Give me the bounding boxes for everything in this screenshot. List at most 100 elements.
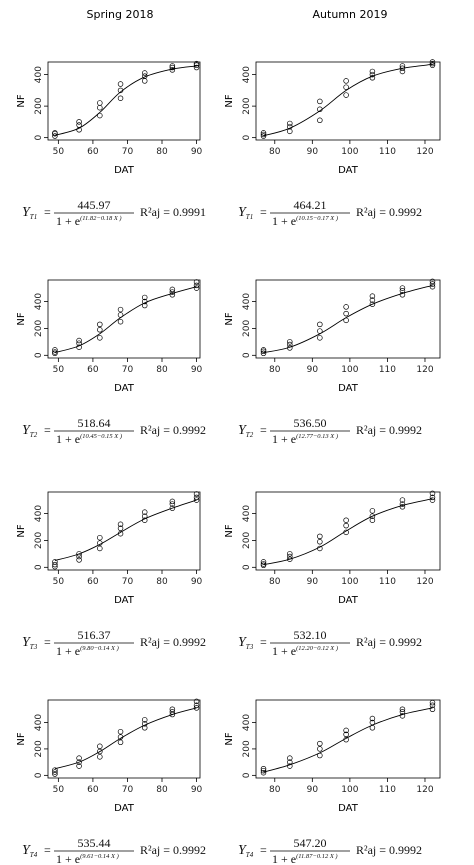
r-squared-value: 0.9992 [389,635,422,649]
data-point [97,743,103,750]
y-tick-label: 400 [34,505,44,522]
data-point [317,321,323,328]
equation-y: Y [238,423,248,438]
data-point [52,559,58,565]
x-axis-label: DAT [338,165,359,176]
data-point [317,545,323,552]
equation-y: Y [22,635,32,650]
data-point [399,713,406,719]
exponent-part: ( [296,853,299,860]
data-point [193,497,200,503]
exponent-part: − [312,853,316,860]
data-point [169,709,176,715]
r-squared-label: R²aj = [140,423,170,437]
data-point [117,87,124,94]
data-point [76,755,82,761]
y-tick-label: 0 [242,135,252,141]
data-point [369,297,376,303]
data-point [343,78,349,84]
equation-lhs: YT3 [238,635,254,651]
data-point [399,68,406,75]
exponent-part: X ) [109,853,118,860]
plot-frame [47,699,201,779]
equation-equals: = [260,843,267,857]
x-tick-label: 90 [307,365,319,375]
data-point [287,553,293,560]
data-point [287,120,293,127]
data-point [193,491,200,497]
denominator-base: 1 + e [272,214,296,228]
r-squared: R²aj = 0.9992 [140,843,206,857]
data-point [193,285,200,291]
data-point [429,281,436,287]
data-point [343,517,349,523]
fitted-curve [54,707,197,770]
data-point [399,709,406,715]
y-tick-label: 0 [34,772,44,778]
data-point [141,513,148,519]
r-squared: R²aj = 0.9992 [356,843,422,857]
equation-y: Y [238,843,248,858]
x-axis-label: DAT [114,383,135,394]
exponent-part: X ) [329,433,338,440]
equation-denominator: 1 + e(10.45−0.15 X ) [56,432,122,446]
equation-lhs: YT4 [22,843,38,859]
data-point [317,752,323,759]
y-axis-label: NF [224,524,235,537]
denominator-base: 1 + e [272,432,296,446]
data-point [117,739,124,746]
data-point [169,498,176,505]
data-point [399,501,406,507]
data-point [193,60,200,67]
data-point [76,551,82,557]
data-point [117,95,124,101]
exponent-part: X ) [329,215,338,222]
data-point [97,321,103,328]
x-tick-label: 70 [122,147,134,157]
x-tick-label: 60 [87,365,99,375]
data-point [193,702,200,709]
data-point [193,282,200,289]
data-point [287,341,293,348]
y-tick-label: 400 [34,66,44,83]
y-tick-label: 200 [34,97,44,114]
y-axis-label: NF [16,524,27,537]
data-point [169,289,176,295]
data-point [369,301,376,307]
fitted-curve [263,498,433,566]
data-point [97,100,103,106]
data-point [193,62,200,68]
exponent-part: 10.45 [82,433,97,440]
x-tick-label: 100 [341,365,358,375]
x-tick-label: 100 [341,147,358,157]
equation-denominator: 1 + e(12.77−0.13 X ) [272,432,338,446]
x-tick-label: 80 [156,365,168,375]
data-point [429,59,436,65]
data-point [429,278,436,285]
data-point [169,711,176,718]
equation-subscript: T4 [30,851,38,859]
column-title: Autumn 2019 [313,8,388,21]
data-point [317,106,323,113]
data-point [343,84,349,90]
x-tick-label: 80 [269,147,281,157]
data-point [369,719,376,726]
equation-numerator: 445.97 [78,198,111,212]
denominator-base: 1 + e [56,852,80,865]
data-point [141,78,148,84]
x-tick-label: 90 [307,785,319,795]
y-axis-label: NF [224,732,235,745]
data-point [169,706,176,713]
x-tick-label: 90 [191,365,203,375]
x-tick-label: 120 [416,147,433,157]
data-point [317,740,323,747]
data-point [169,501,176,507]
r-squared-label: R²aj = [356,843,386,857]
data-point [260,130,267,136]
plot-frame [255,699,441,779]
data-point [97,327,103,333]
x-axis-label: DAT [114,803,135,814]
exponent-part: − [313,645,317,652]
denominator-base: 1 + e [272,644,296,658]
data-point [141,721,148,727]
